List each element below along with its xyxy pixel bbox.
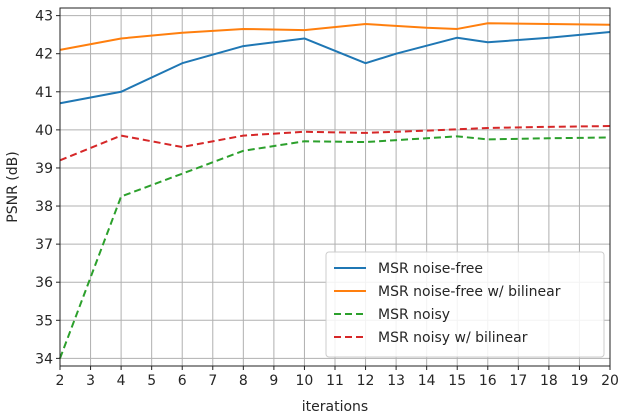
y-axis-ticks: 34 35 36 37 38 39 40 41 42 43 <box>35 9 60 367</box>
legend-label-3: MSR noisy <box>378 307 450 323</box>
y-tick-label: 40 <box>35 123 53 139</box>
x-tick-label: 5 <box>147 373 156 389</box>
x-axis-label: iterations <box>302 399 368 415</box>
x-axis-ticks: 2 3 4 5 6 7 8 9 10 11 12 13 14 15 16 17 18 19 20 <box>56 366 619 389</box>
series-line-4 <box>59 125 611 162</box>
legend-label-2: MSR noise-free w/ bilinear <box>378 284 561 300</box>
series-lines <box>59 22 611 359</box>
x-tick-label: 8 <box>239 373 248 389</box>
x-tick-label: 10 <box>296 373 314 389</box>
x-tick-label: 6 <box>178 373 187 389</box>
x-tick-label: 17 <box>509 373 527 389</box>
legend-label-1: MSR noise-free <box>378 261 483 277</box>
series-line-2 <box>59 22 611 51</box>
legend-label-4: MSR noisy w/ bilinear <box>378 330 528 346</box>
y-tick-label: 37 <box>35 237 53 253</box>
x-tick-label: 2 <box>56 373 65 389</box>
y-tick-label: 42 <box>35 47 53 63</box>
x-tick-label: 15 <box>448 373 466 389</box>
y-tick-label: 39 <box>35 161 53 177</box>
y-axis-label: PSNR (dB) <box>5 151 21 222</box>
y-tick-label: 38 <box>35 199 53 215</box>
legend-box <box>325 251 605 358</box>
x-tick-label: 3 <box>86 373 95 389</box>
y-tick-label: 41 <box>35 85 53 101</box>
x-tick-label: 9 <box>269 373 278 389</box>
y-tick-label: 34 <box>35 351 53 367</box>
x-tick-label: 7 <box>208 373 217 389</box>
x-tick-label: 14 <box>418 373 436 389</box>
y-tick-label: 43 <box>35 9 53 25</box>
x-tick-label: 4 <box>117 373 126 389</box>
series-line-1 <box>59 30 611 105</box>
x-tick-label: 12 <box>357 373 375 389</box>
x-tick-label: 16 <box>479 373 497 389</box>
legend: MSR noise-free MSR noise-free w/ bilinear… <box>325 251 605 358</box>
x-tick-label: 20 <box>601 373 619 389</box>
x-tick-label: 18 <box>540 373 558 389</box>
y-tick-label: 36 <box>35 275 53 291</box>
x-tick-label: 11 <box>326 373 344 389</box>
x-tick-label: 13 <box>387 373 405 389</box>
x-tick-label: 19 <box>571 373 589 389</box>
y-tick-label: 35 <box>35 313 53 329</box>
